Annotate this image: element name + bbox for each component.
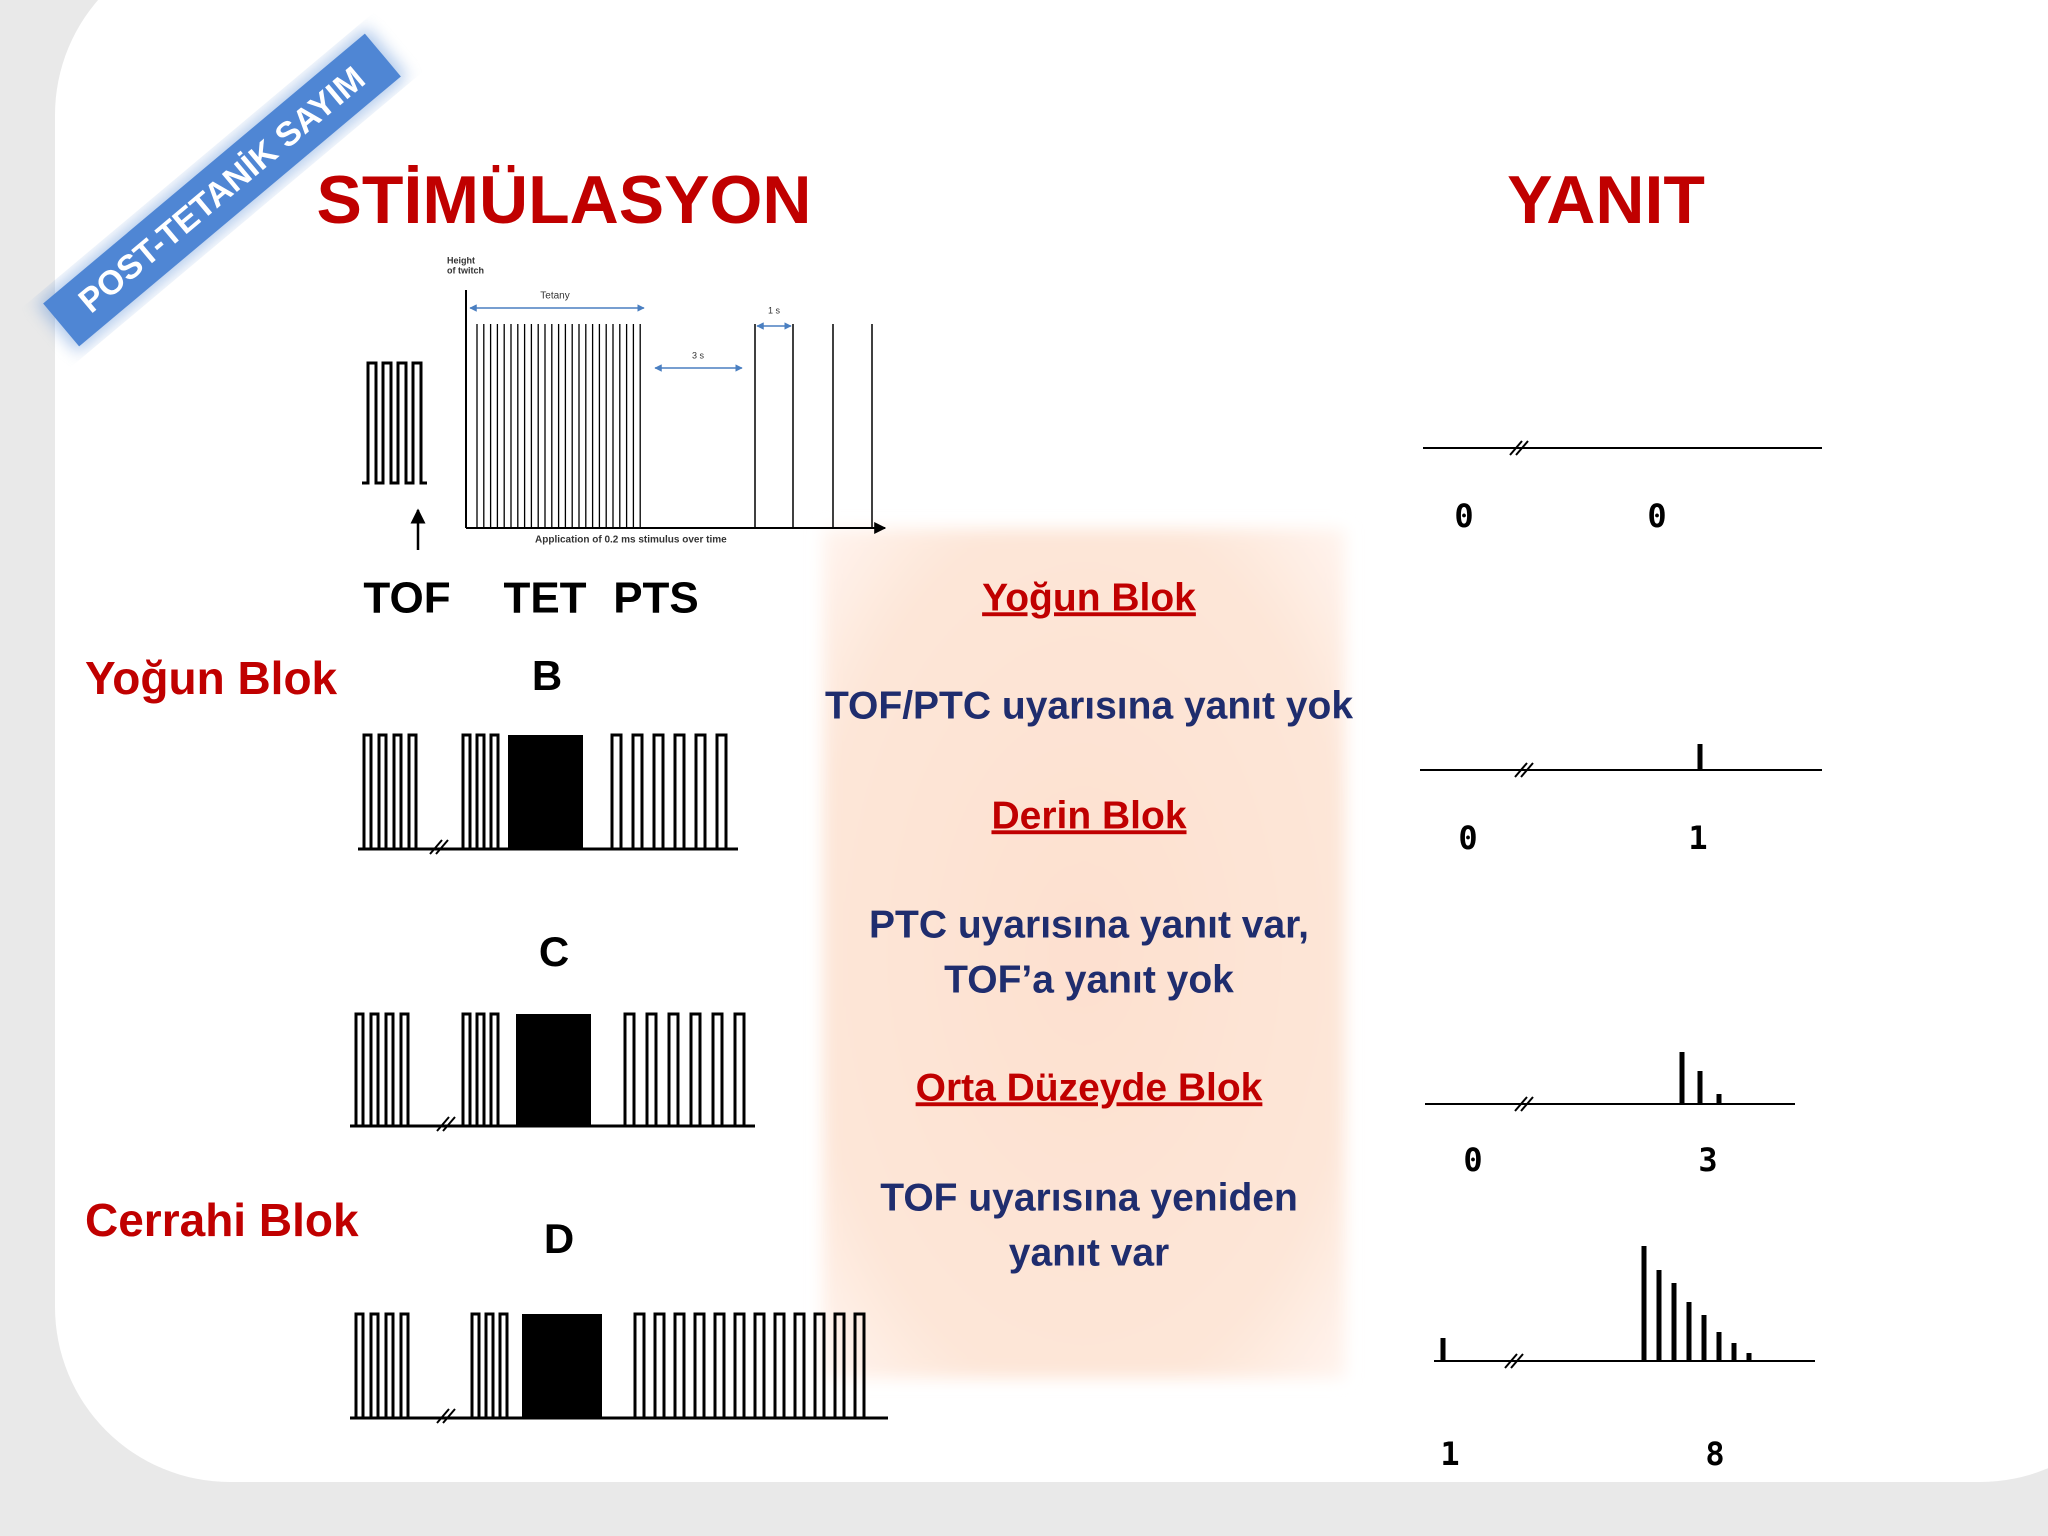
info-line: PTC uyarısına yanıt var, <box>869 903 1309 946</box>
response-count: 3 <box>1698 1141 1717 1179</box>
twitch-bar <box>1701 1315 1707 1361</box>
tetanus-block <box>508 735 583 849</box>
twitch-bar <box>1641 1246 1647 1361</box>
tof-pulses <box>457 1012 504 1128</box>
phase-label: PTS <box>613 574 699 623</box>
response-count: 0 <box>1647 497 1666 535</box>
phase-label: TET <box>503 574 586 623</box>
info-heading: Orta Düzeyde Blok <box>916 1066 1263 1109</box>
tetany-label: Tetany <box>540 291 569 302</box>
break-mark <box>1515 440 1529 456</box>
info-line: TOF/PTC uyarısına yanıt yok <box>825 684 1353 727</box>
heading-response: YANIT <box>1507 162 1705 238</box>
break-mark <box>442 1116 456 1132</box>
response-count: 1 <box>1440 1435 1459 1473</box>
break-mark <box>1510 1353 1524 1369</box>
tof-pulses <box>362 361 427 485</box>
tof-pulses <box>350 1312 414 1420</box>
twitch-bar <box>1671 1283 1677 1361</box>
info-line: TOF’a yanıt yok <box>944 958 1234 1001</box>
row-letter: D <box>544 1215 574 1262</box>
response-count: 0 <box>1463 1141 1482 1179</box>
tetanus-block <box>522 1314 602 1418</box>
break-mark <box>1504 1353 1518 1369</box>
break-mark <box>436 1116 450 1132</box>
row-letter: B <box>532 652 562 699</box>
row-letter: C <box>539 928 569 975</box>
tetanus-block <box>516 1014 591 1126</box>
twitch-bar <box>1746 1353 1752 1361</box>
tof-pulses <box>350 1012 414 1128</box>
info-heading: Derin Blok <box>991 794 1186 837</box>
twitch-bar <box>1697 1071 1703 1104</box>
break-mark <box>442 1408 456 1424</box>
diagram-y-label: of twitch <box>447 265 484 275</box>
twitch-bar <box>1679 1052 1685 1104</box>
heading-stimulation: STİMÜLASYON <box>317 162 812 238</box>
tof-pulses <box>457 733 504 851</box>
info-heading: Yoğun Blok <box>982 576 1196 619</box>
response-count: 8 <box>1705 1435 1724 1473</box>
response-count: 1 <box>1688 819 1707 857</box>
response-count: 0 <box>1458 819 1477 857</box>
twitch-bar <box>1716 1332 1722 1361</box>
break-mark <box>1514 1096 1528 1112</box>
twitch-bar <box>1697 744 1703 770</box>
twitch-bar <box>1686 1302 1692 1361</box>
tof-pulses <box>466 1312 513 1420</box>
break-mark <box>429 839 443 855</box>
break-mark <box>1520 762 1534 778</box>
break-mark <box>436 1408 450 1424</box>
phase-label: TOF <box>363 574 450 623</box>
tof-pulses <box>358 733 422 851</box>
twitch-bar <box>1731 1343 1737 1361</box>
response-count: 0 <box>1454 497 1473 535</box>
break-mark <box>1520 1096 1534 1112</box>
post-tetanic-pulses <box>619 1012 750 1128</box>
post-tetanic-pulses <box>629 1312 870 1420</box>
info-box <box>823 529 1345 1378</box>
twitch-bar <box>1716 1094 1722 1104</box>
info-line: TOF uyarısına yeniden <box>880 1176 1298 1219</box>
ribbon-band <box>43 33 401 347</box>
break-mark <box>435 839 449 855</box>
block-label: Cerrahi Blok <box>85 1194 359 1246</box>
break-mark <box>1509 440 1523 456</box>
block-label: Yoğun Blok <box>85 652 338 704</box>
twitch-bar <box>1440 1338 1446 1361</box>
twitch-bar <box>1656 1270 1662 1361</box>
gap-short-label: 1 s <box>768 305 781 315</box>
post-tetanic-pulses <box>606 733 732 851</box>
diagram-y-label: Height <box>447 255 475 265</box>
info-line: yanıt var <box>1009 1231 1169 1274</box>
break-mark <box>1514 762 1528 778</box>
gap-long-label: 3 s <box>692 350 705 360</box>
diagram-x-label: Application of 0.2 ms stimulus over time <box>535 535 727 546</box>
